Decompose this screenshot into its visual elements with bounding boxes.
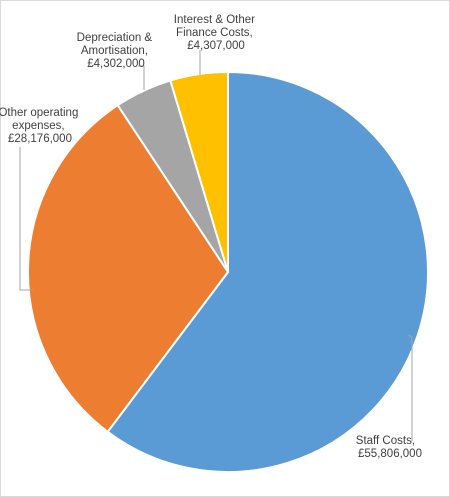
leader-line-depreciation [138, 65, 145, 90]
slice-interest-finance-costs [169, 70, 229, 273]
label-depreciation-name-2: Amortisation, [81, 45, 148, 57]
label-other-value: £28,176,000 [8, 133, 72, 145]
slice-staff-costs [106, 70, 429, 473]
leader-line-staff [408, 334, 413, 441]
label-depreciation-name-1: Depreciation & [77, 32, 153, 44]
label-depreciation-value: £4,302,000 [87, 58, 145, 70]
leader-line-other [19, 147, 33, 291]
label-interest: Interest & Other Finance Costs, £4,307,0… [174, 14, 258, 52]
label-interest-name-1: Interest & Other [174, 14, 255, 26]
label-staff-name: Staff Costs, [356, 435, 415, 447]
label-other-name-2: expenses, [12, 120, 64, 132]
label-depreciation: Depreciation & Amortisation, £4,302,000 [77, 32, 156, 70]
slice-other-operating-expenses [27, 103, 230, 434]
label-other-name-1: Other operating [0, 107, 78, 119]
label-other-operating: Other operating expenses, £28,176,000 [0, 107, 82, 145]
label-staff-value: £55,806,000 [358, 448, 422, 460]
pie-slices [27, 70, 429, 473]
label-interest-value: £4,307,000 [187, 40, 245, 52]
leader-lines [19, 50, 413, 441]
label-staff: Staff Costs, £55,806,000 [356, 435, 422, 460]
label-interest-name-2: Finance Costs, [176, 27, 253, 39]
